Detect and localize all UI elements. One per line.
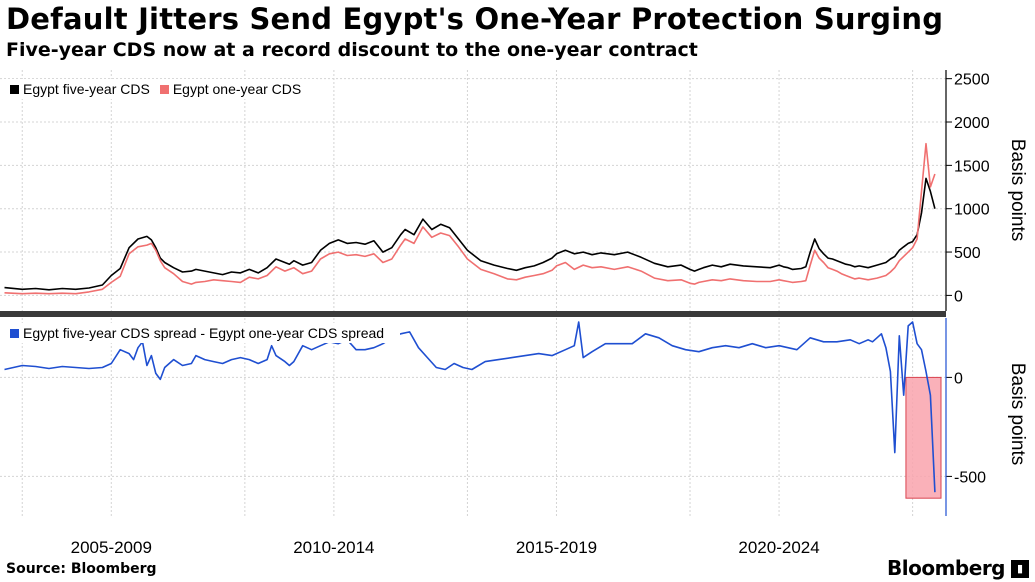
chart-subtitle: Five-year CDS now at a record discount t… <box>6 39 698 61</box>
bloomberg-terminal-icon: ▮ <box>1011 560 1029 578</box>
top-y-tick-label: 2000 <box>954 115 990 132</box>
source-note: Source: Bloomberg <box>6 561 157 577</box>
top-y-tick-label: 500 <box>954 245 981 262</box>
x-tick-label: 2020-2024 <box>738 538 819 557</box>
legend-item-spread: Egypt five-year CDS spread - Egypt one-y… <box>10 325 384 341</box>
chart-title: Default Jitters Send Egypt's One-Year Pr… <box>6 2 944 36</box>
bottom-series-egypt-five-year-cds-spread-egypt-one-year-cds-spread <box>4 321 936 493</box>
bottom-panel-series <box>4 321 936 493</box>
top-panel-grid <box>0 70 946 317</box>
legend-item-five-year: Egypt five-year CDS <box>10 81 150 97</box>
legend-item-one-year: Egypt one-year CDS <box>159 81 302 97</box>
legend-label-one-year: Egypt one-year CDS <box>172 81 302 97</box>
top-y-tick-label: 1500 <box>954 158 990 175</box>
top-panel-legend: Egypt five-year CDS Egypt one-year CDS <box>4 79 318 99</box>
bloomberg-logo: Bloomberg <box>887 556 1005 580</box>
highlight-box <box>905 376 942 499</box>
bottom-panel-legend: Egypt five-year CDS spread - Egypt one-y… <box>4 323 401 343</box>
top-series-egypt-one-year-cds <box>4 142 936 295</box>
top-y-tick-label: 1000 <box>954 202 990 219</box>
top-series-egypt-five-year-cds <box>4 177 936 291</box>
x-tick-label: 2005-2009 <box>71 538 152 557</box>
x-tick-label: 2010-2014 <box>293 538 374 557</box>
bottom-panel-y-axis-label: Basis points <box>1007 363 1028 465</box>
panel-separator <box>0 311 946 317</box>
top-panel-y-axis: 2500 2000 1500 1000 500 0 <box>945 70 990 311</box>
bottom-panel-grid <box>0 318 946 516</box>
x-axis-labels: 2005-2009 2010-2014 2015-2019 2020-2024 <box>71 538 820 557</box>
legend-swatch-spread <box>10 328 19 338</box>
bottom-panel-highlight <box>905 376 942 499</box>
bottom-panel-y-axis: 0 -500 <box>945 318 986 516</box>
x-tick-label: 2015-2019 <box>516 538 597 557</box>
bottom-y-tick-label: 0 <box>954 370 963 387</box>
top-y-tick-label: 2500 <box>954 72 990 89</box>
legend-label-spread: Egypt five-year CDS spread - Egypt one-y… <box>23 325 385 341</box>
bottom-y-tick-label: -500 <box>954 469 986 486</box>
top-y-tick-label: 0 <box>954 288 963 305</box>
legend-swatch-five-year <box>10 84 19 94</box>
legend-swatch-one-year <box>159 84 169 94</box>
legend-label-five-year: Egypt five-year CDS <box>23 81 150 97</box>
top-panel-series <box>4 142 936 295</box>
top-panel-y-axis-label: Basis points <box>1007 139 1028 241</box>
